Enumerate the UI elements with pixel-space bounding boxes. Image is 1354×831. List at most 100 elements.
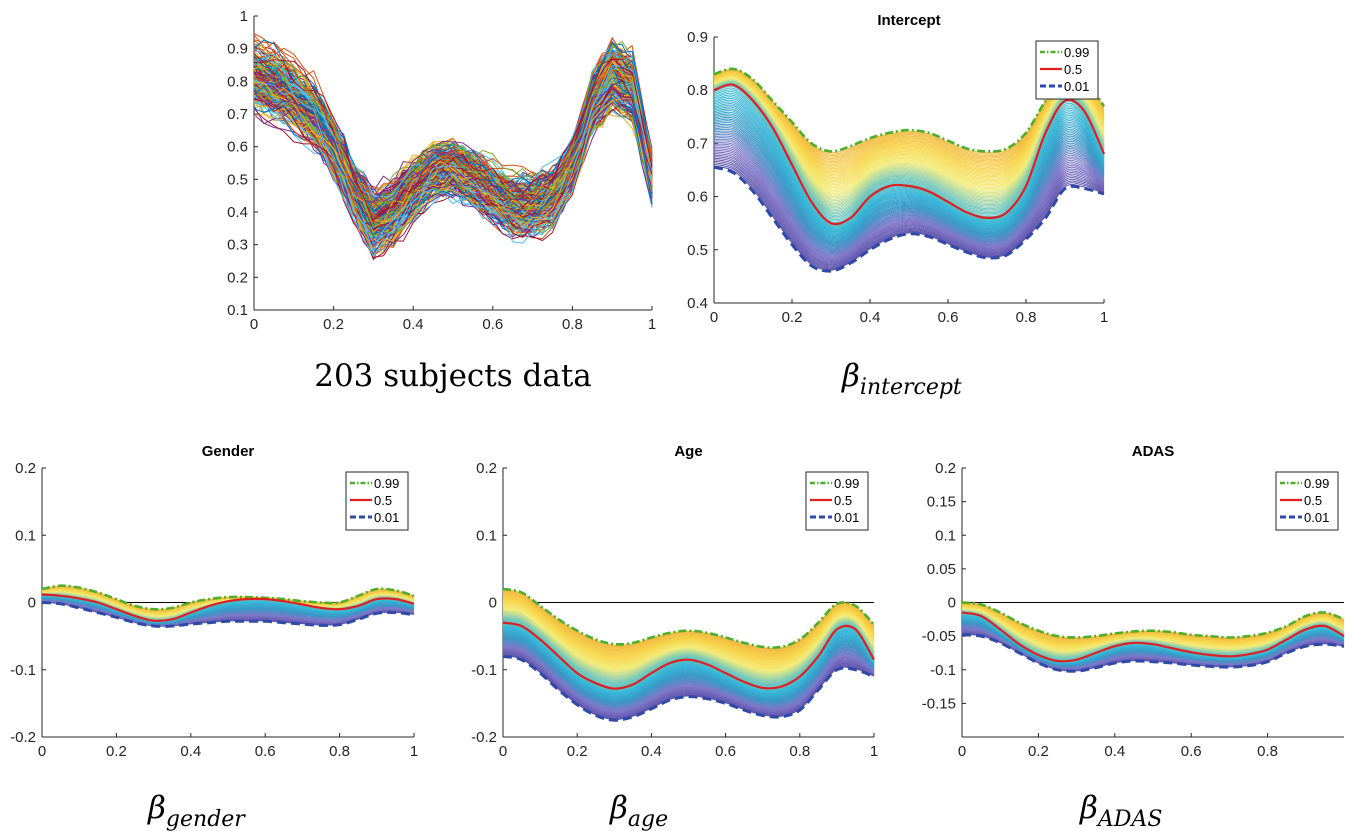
quantile-curve <box>713 111 1105 240</box>
y-tick-label: 0.6 <box>227 139 248 156</box>
y-tick-label: 0.5 <box>227 171 248 188</box>
x-tick-label: 0.8 <box>789 743 810 760</box>
x-tick-label: 0.2 <box>1028 743 1049 760</box>
legend: 0.99 0.5 0.01 <box>345 471 409 531</box>
quantile-curve <box>713 153 1105 264</box>
x-tick-label: 0.2 <box>567 743 588 760</box>
quantile-0.5-line <box>41 593 415 622</box>
quantile-curve <box>713 121 1105 246</box>
legend-label: 0.99 <box>374 476 399 491</box>
quantile-0.01-line <box>961 633 1345 673</box>
quantile-curve <box>502 598 875 661</box>
subject-curve <box>253 86 653 203</box>
y-tick-label: 0.2 <box>476 460 497 477</box>
quantile-curve <box>713 137 1105 254</box>
quantile-curve <box>713 162 1105 269</box>
quantile-curve <box>713 128 1105 249</box>
quantile-curve <box>713 91 1105 229</box>
quantile-curve <box>713 115 1105 242</box>
quantile-curve <box>502 591 875 652</box>
quantile-curve <box>713 142 1105 257</box>
legend: 0.99 0.5 0.01 <box>805 471 869 531</box>
quantile-curve <box>713 127 1105 248</box>
y-tick-label: 0.9 <box>227 41 248 58</box>
quantile-curve <box>502 598 875 660</box>
quantile-curve <box>502 595 875 657</box>
quantile-curve <box>713 125 1105 247</box>
y-tick-label: 0 <box>948 595 956 612</box>
y-tick-label: 0.1 <box>935 527 956 544</box>
x-tick-label: 0.8 <box>329 743 350 760</box>
quantile-curve <box>713 113 1105 241</box>
y-tick-label: -0.1 <box>10 662 36 679</box>
x-tick-label: 0 <box>250 316 258 333</box>
legend-label: 0.5 <box>834 493 852 508</box>
quantile-curve <box>713 116 1105 243</box>
y-tick-label: 0.4 <box>227 204 248 221</box>
subject-curve <box>253 77 653 258</box>
x-tick-label: 1 <box>1100 309 1108 326</box>
x-tick-label: 0 <box>710 309 718 326</box>
subject-curve <box>253 54 653 229</box>
quantile-curve <box>713 132 1105 251</box>
y-tick-label: 0.2 <box>15 460 36 477</box>
quantile-curve <box>502 595 875 658</box>
legend-label: 0.99 <box>1304 476 1329 491</box>
y-tick-label: 0.2 <box>935 460 956 477</box>
quantile-curve <box>713 96 1105 232</box>
quantile-curve <box>502 610 875 675</box>
y-tick-label: 0 <box>28 595 36 612</box>
x-tick-label: 1 <box>648 316 656 333</box>
quantile-curve <box>502 600 875 662</box>
caption-subjects: 203 subjects data <box>314 358 592 394</box>
y-tick-label: -0.1 <box>930 662 956 679</box>
y-tick-label: 0.9 <box>687 29 708 46</box>
quantile-curve <box>713 108 1105 238</box>
quantile-curve <box>713 104 1105 236</box>
x-tick-label: 1 <box>410 743 418 760</box>
x-tick-label: 1 <box>870 743 878 760</box>
quantile-curve <box>713 103 1105 235</box>
quantile-curve <box>713 99 1105 233</box>
quantile-curve <box>502 603 875 666</box>
y-tick-label: 0.4 <box>687 295 708 312</box>
quantile-curve <box>502 608 875 672</box>
caption-age: βage <box>609 790 668 831</box>
legend-label: 0.99 <box>834 476 859 491</box>
y-tick-label: 0.05 <box>927 561 956 578</box>
quantile-curve <box>713 140 1105 256</box>
quantile-0.99-line <box>41 584 415 611</box>
quantile-0.99-line <box>713 67 1106 153</box>
quantile-curve <box>713 154 1105 264</box>
caption-gender: βgender <box>147 790 246 831</box>
age-panel: -0.2-0.100.10.20 0.2 0.4 0.6 0.8 1Age0.990.50… <box>471 443 878 760</box>
y-tick-label: 0 <box>489 595 497 612</box>
y-tick-label: 0.1 <box>15 527 36 544</box>
legend-label: 0.01 <box>1064 79 1089 94</box>
x-tick-label: 0.8 <box>1257 743 1278 760</box>
x-tick-label: 0.4 <box>403 316 424 333</box>
panel-title: Intercept <box>877 12 940 29</box>
x-tick-label: 0.2 <box>323 316 344 333</box>
quantile-curve <box>713 109 1105 239</box>
caption-adas: βADAS <box>1079 790 1162 831</box>
x-tick-label: 0.4 <box>1104 743 1125 760</box>
y-tick-label: 0.8 <box>687 82 708 99</box>
quantile-curve <box>713 123 1105 246</box>
legend: 0.99 0.5 0.01 <box>1035 40 1099 100</box>
subject-curve <box>253 53 653 221</box>
quantile-curve <box>502 602 875 666</box>
y-tick-label: 0.7 <box>687 135 708 152</box>
legend-label: 0.01 <box>1304 510 1329 525</box>
x-tick-label: 0.8 <box>1016 309 1037 326</box>
y-tick-label: 1 <box>240 8 248 25</box>
x-tick-label: 0.4 <box>860 309 881 326</box>
legend-label: 0.5 <box>374 493 392 508</box>
quantile-curve <box>502 604 875 668</box>
quantile-curve <box>713 149 1105 262</box>
x-tick-label: 0.6 <box>482 316 503 333</box>
quantile-curve <box>502 601 875 664</box>
highlighted-quantiles <box>502 587 875 722</box>
x-tick-label: 0.4 <box>641 743 662 760</box>
gender-panel: -0.2-0.100.10.20 0.2 0.4 0.6 0.8 1Gender0.990… <box>10 443 418 760</box>
